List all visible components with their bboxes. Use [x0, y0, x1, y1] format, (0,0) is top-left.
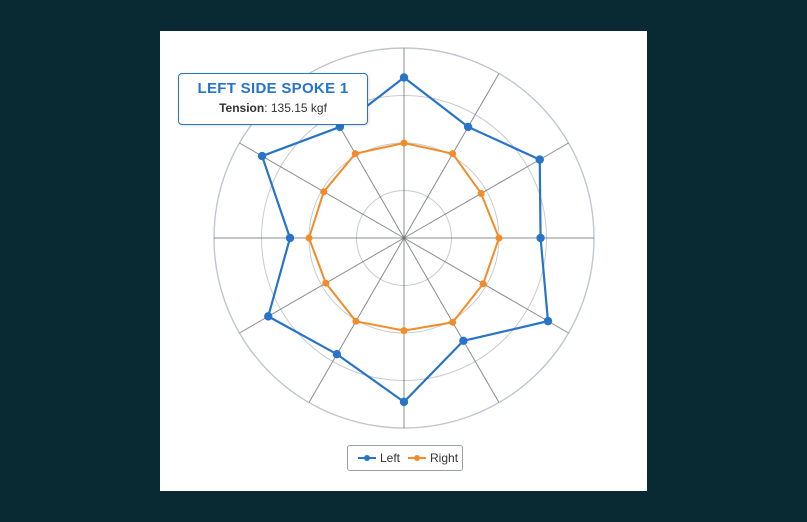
- tooltip-subline: Tension: 135.15 kgf: [189, 101, 357, 115]
- tooltip-sub-value: 135.15 kgf: [271, 101, 327, 115]
- tooltip-title: LEFT SIDE SPOKE 1: [189, 80, 357, 97]
- series-point-left[interactable]: [400, 73, 408, 81]
- series-point-right[interactable]: [352, 150, 359, 157]
- series-point-left[interactable]: [544, 317, 552, 325]
- series-point-right[interactable]: [322, 280, 329, 287]
- radar-chart-svg: [0, 0, 807, 522]
- series-point-right[interactable]: [401, 140, 408, 147]
- series-point-left[interactable]: [258, 152, 266, 160]
- spoke-tooltip: LEFT SIDE SPOKE 1 Tension: 135.15 kgf: [178, 73, 368, 125]
- series-point-right[interactable]: [480, 280, 487, 287]
- series-point-left[interactable]: [464, 123, 472, 131]
- chart-legend[interactable]: Left Right: [347, 445, 463, 471]
- legend-item-right[interactable]: Right: [408, 451, 458, 465]
- series-point-left[interactable]: [459, 337, 467, 345]
- series-point-right[interactable]: [320, 188, 327, 195]
- tooltip-sub-label: Tension: [219, 101, 264, 115]
- series-point-right[interactable]: [478, 190, 485, 197]
- legend-item-left[interactable]: Left: [358, 451, 400, 465]
- series-point-left[interactable]: [536, 155, 544, 163]
- series-point-right[interactable]: [449, 150, 456, 157]
- series-point-left[interactable]: [286, 234, 294, 242]
- series-point-right[interactable]: [401, 327, 408, 334]
- series-point-left[interactable]: [536, 234, 544, 242]
- legend-swatch-right: [408, 453, 426, 463]
- series-point-right[interactable]: [449, 319, 456, 326]
- legend-label-left: Left: [380, 451, 400, 465]
- legend-swatch-left: [358, 453, 376, 463]
- series-point-right[interactable]: [306, 235, 313, 242]
- legend-label-right: Right: [430, 451, 458, 465]
- series-point-left[interactable]: [400, 398, 408, 406]
- series-point-left[interactable]: [264, 312, 272, 320]
- series-point-right[interactable]: [496, 235, 503, 242]
- series-point-right[interactable]: [352, 318, 359, 325]
- series-point-left[interactable]: [333, 350, 341, 358]
